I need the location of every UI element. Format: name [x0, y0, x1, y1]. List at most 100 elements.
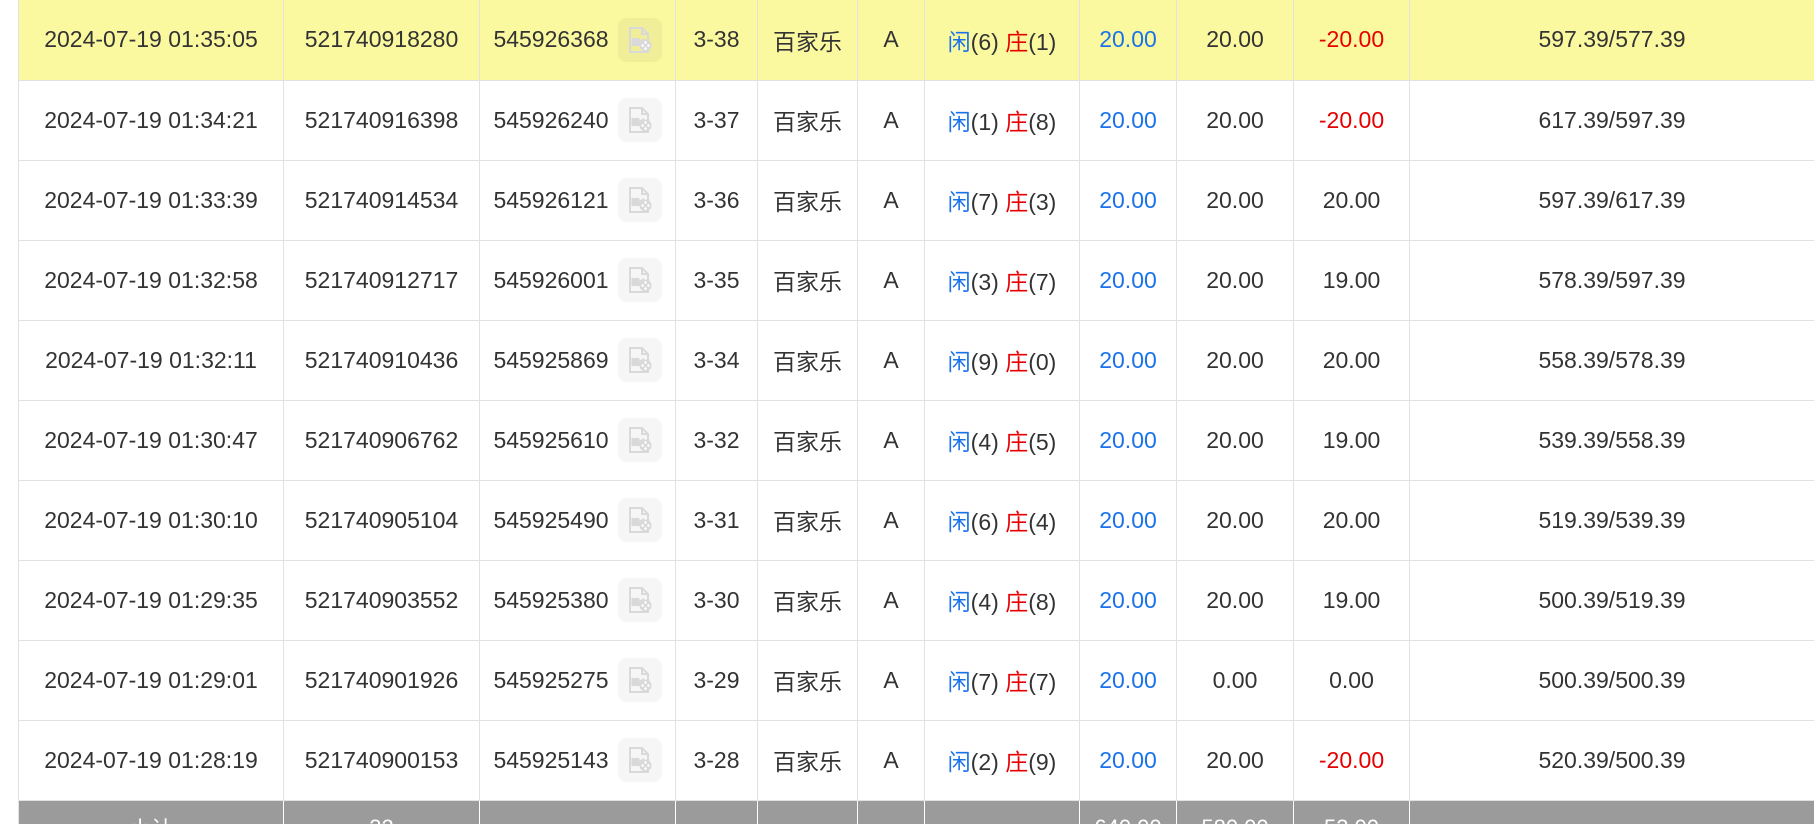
cell-bet-detail: 闲(3) 庄(7): [924, 240, 1080, 321]
cell-order-number: 521740900153: [283, 720, 480, 801]
subtotal-valid-amount: 580.00: [1176, 800, 1294, 824]
table-row[interactable]: 2024-07-19 01:30:47 521740906762 545925610…: [18, 400, 1814, 481]
cell-round-number: 545925380: [479, 560, 676, 641]
cell-bet-amount: 20.00: [1079, 240, 1177, 321]
cell-round-number: 545925610: [479, 400, 676, 481]
cell-balance: 597.39/577.39: [1409, 0, 1814, 81]
banker-label: 庄: [1005, 269, 1029, 295]
banker-points: (3): [1028, 189, 1057, 215]
cell-balance: 539.39/558.39: [1409, 400, 1814, 481]
video-replay-icon[interactable]: [618, 338, 662, 382]
cell-table-number: 3-31: [675, 480, 758, 561]
subtotal-game: [757, 800, 858, 824]
cell-table-number: 3-38: [675, 0, 758, 81]
cell-order-number: 521740914534: [283, 160, 480, 241]
banker-points: (4): [1028, 509, 1057, 535]
cell-seat-code: A: [857, 560, 925, 641]
cell-order-number: 521740912717: [283, 240, 480, 321]
cell-win-loss: 20.00: [1293, 160, 1410, 241]
video-replay-icon[interactable]: [618, 578, 662, 622]
table-row[interactable]: 2024-07-19 01:32:11 521740910436 545925869…: [18, 320, 1814, 401]
cell-balance: 578.39/597.39: [1409, 240, 1814, 321]
subtotal-seat: [857, 800, 925, 824]
cell-order-number: 521740905104: [283, 480, 480, 561]
player-points: (3): [970, 269, 999, 295]
cell-game-name: 百家乐: [757, 80, 858, 161]
round-number-text: 545926368: [493, 26, 609, 53]
cell-table-number: 3-30: [675, 560, 758, 641]
table-row[interactable]: 2024-07-19 01:34:21 521740916398 545926240…: [18, 80, 1814, 161]
banker-label: 庄: [1005, 189, 1029, 215]
cell-seat-code: A: [857, 720, 925, 801]
round-number-text: 545925610: [493, 426, 609, 453]
cell-bet-detail: 闲(1) 庄(8): [924, 80, 1080, 161]
video-replay-icon[interactable]: [617, 17, 662, 62]
banker-points: (8): [1028, 109, 1057, 135]
subtotal-balance: [1409, 800, 1814, 824]
video-replay-icon[interactable]: [618, 738, 662, 782]
cell-bet-amount: 20.00: [1079, 720, 1177, 801]
subtotal-bet: [924, 800, 1080, 824]
video-replay-icon[interactable]: [618, 178, 662, 222]
table-row[interactable]: 2024-07-19 01:28:19 521740900153 545925143…: [18, 720, 1814, 801]
player-points: (4): [970, 429, 999, 455]
cell-game-name: 百家乐: [757, 640, 858, 721]
subtotal-label: 小计: [18, 800, 284, 824]
cell-seat-code: A: [857, 240, 925, 321]
cell-seat-code: A: [857, 400, 925, 481]
round-number-text: 545925490: [493, 506, 609, 533]
cell-round-number: 545925143: [479, 720, 676, 801]
table-row[interactable]: 2024-07-19 01:29:01 521740901926 545925275…: [18, 640, 1814, 721]
video-replay-icon[interactable]: [618, 658, 662, 702]
cell-round-number: 545926001: [479, 240, 676, 321]
cell-balance: 500.39/500.39: [1409, 640, 1814, 721]
cell-seat-code: A: [857, 320, 925, 401]
cell-round-number: 545926368: [479, 0, 676, 81]
cell-bet-time: 2024-07-19 01:28:19: [18, 720, 284, 801]
banker-points: (1): [1028, 28, 1057, 55]
cell-round-number: 545926240: [479, 80, 676, 161]
player-label: 闲: [947, 589, 971, 615]
player-label: 闲: [947, 28, 971, 55]
cell-table-number: 3-37: [675, 80, 758, 161]
cell-valid-amount: 20.00: [1176, 320, 1294, 401]
video-replay-icon[interactable]: [618, 498, 662, 542]
cell-valid-amount: 20.00: [1176, 160, 1294, 241]
cell-win-loss: 19.00: [1293, 240, 1410, 321]
cell-order-number: 521740906762: [283, 400, 480, 481]
table-row[interactable]: 2024-07-19 01:33:39 521740914534 545926121…: [18, 160, 1814, 241]
banker-label: 庄: [1005, 109, 1029, 135]
player-points: (1): [970, 109, 999, 135]
cell-bet-time: 2024-07-19 01:30:10: [18, 480, 284, 561]
player-label: 闲: [947, 509, 971, 535]
cell-seat-code: A: [857, 480, 925, 561]
round-number-text: 545926240: [493, 106, 609, 133]
video-replay-icon[interactable]: [618, 98, 662, 142]
cell-round-number: 545926121: [479, 160, 676, 241]
cell-valid-amount: 20.00: [1176, 560, 1294, 641]
banker-label: 庄: [1005, 589, 1029, 615]
video-replay-icon[interactable]: [618, 258, 662, 302]
banker-label: 庄: [1005, 349, 1029, 375]
cell-seat-code: A: [857, 0, 925, 81]
player-points: (6): [970, 509, 999, 535]
cell-table-number: 3-29: [675, 640, 758, 721]
video-replay-icon[interactable]: [618, 418, 662, 462]
cell-order-number: 521740916398: [283, 80, 480, 161]
table-row[interactable]: 2024-07-19 01:30:10 521740905104 545925490…: [18, 480, 1814, 561]
table-row[interactable]: 2024-07-19 01:29:35 521740903552 545925380…: [18, 560, 1814, 641]
player-label: 闲: [947, 669, 971, 695]
cell-round-number: 545925275: [479, 640, 676, 721]
cell-balance: 597.39/617.39: [1409, 160, 1814, 241]
player-label: 闲: [947, 269, 971, 295]
cell-bet-detail: 闲(7) 庄(7): [924, 640, 1080, 721]
table-row[interactable]: 2024-07-19 01:32:58 521740912717 545926001…: [18, 240, 1814, 321]
cell-table-number: 3-32: [675, 400, 758, 481]
subtotal-count: 32: [283, 800, 480, 824]
table-row[interactable]: 2024-07-19 01:35:05 521740918280 545926368…: [18, 0, 1814, 81]
cell-balance: 617.39/597.39: [1409, 80, 1814, 161]
cell-win-loss: 20.00: [1293, 320, 1410, 401]
cell-bet-detail: 闲(6) 庄(4): [924, 480, 1080, 561]
cell-order-number: 521740903552: [283, 560, 480, 641]
subtotal-bet-amount: 640.00: [1079, 800, 1177, 824]
